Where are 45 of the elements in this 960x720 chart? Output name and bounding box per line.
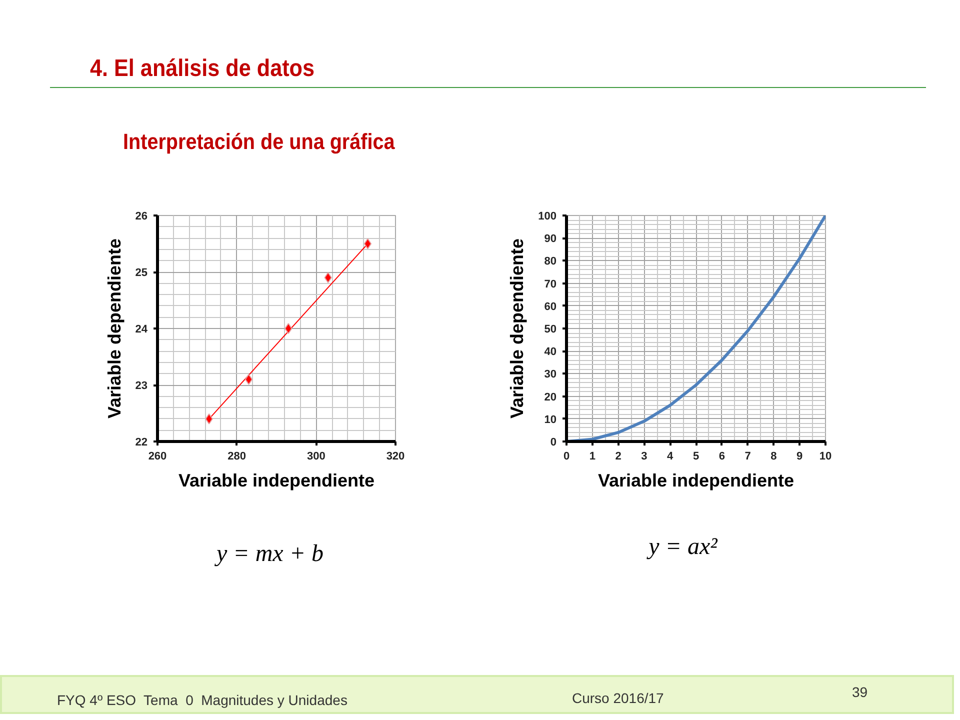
chart-subtitle: Interpretación de una gráfica bbox=[123, 128, 395, 156]
x-tick-label: 260 bbox=[148, 450, 167, 462]
y-tick-label: 23 bbox=[135, 380, 148, 392]
x-tick-label: 1 bbox=[589, 450, 596, 462]
y-tick-label: 20 bbox=[544, 391, 557, 404]
text: y = ax² bbox=[648, 533, 718, 562]
chart-title: 4. El análisis de datos bbox=[90, 54, 314, 84]
point bbox=[244, 374, 253, 385]
x-tick-label: 9 bbox=[796, 450, 803, 462]
text: Curso 2016/17 bbox=[572, 689, 664, 708]
x-axis-title: Variable independiente bbox=[598, 470, 794, 490]
x-tick-label: 10 bbox=[819, 450, 832, 462]
y-tick-label: 80 bbox=[544, 256, 557, 268]
x-tick-label: 2 bbox=[615, 450, 622, 462]
x-tick-label: 320 bbox=[386, 450, 405, 462]
y-axis-title: Variable dependiente bbox=[104, 238, 124, 419]
text: y = mx + b bbox=[216, 540, 324, 569]
y-tick-label: 90 bbox=[544, 233, 557, 246]
text: 39 bbox=[852, 683, 868, 702]
y-tick-label: 22 bbox=[135, 436, 148, 448]
x-tick-label: 280 bbox=[228, 450, 246, 462]
y-tick-label: 0 bbox=[550, 436, 557, 448]
y-tick-label: 25 bbox=[135, 267, 148, 279]
point bbox=[284, 323, 292, 334]
text: FYQ 4º ESO Tema 0 Magnitudes y Unidades bbox=[57, 691, 348, 710]
x-tick-label: 3 bbox=[641, 450, 648, 462]
point bbox=[364, 238, 372, 250]
y-axis-title: Variable dependiente bbox=[507, 238, 528, 419]
y-tick-label: 60 bbox=[544, 300, 557, 313]
x-tick-label: 0 bbox=[563, 450, 570, 462]
y-tick-label: 40 bbox=[544, 346, 557, 358]
y-tick-label: 10 bbox=[544, 414, 557, 426]
y-tick-label: 26 bbox=[135, 210, 148, 222]
x-tick-label: 7 bbox=[744, 450, 751, 462]
x-tick-label: 5 bbox=[692, 450, 700, 462]
y-tick-label: 100 bbox=[538, 210, 557, 222]
x-tick-label: 300 bbox=[306, 450, 326, 462]
y-tick-label: 50 bbox=[544, 324, 557, 336]
x-tick-label: 6 bbox=[718, 450, 725, 462]
x-tick-label: 8 bbox=[770, 450, 777, 462]
x-axis-title: Variable independiente bbox=[178, 470, 375, 490]
y-tick-label: 70 bbox=[544, 278, 557, 290]
y-tick-label: 24 bbox=[135, 324, 148, 336]
x-tick-label: 4 bbox=[667, 450, 674, 462]
y-tick-label: 30 bbox=[544, 368, 557, 381]
